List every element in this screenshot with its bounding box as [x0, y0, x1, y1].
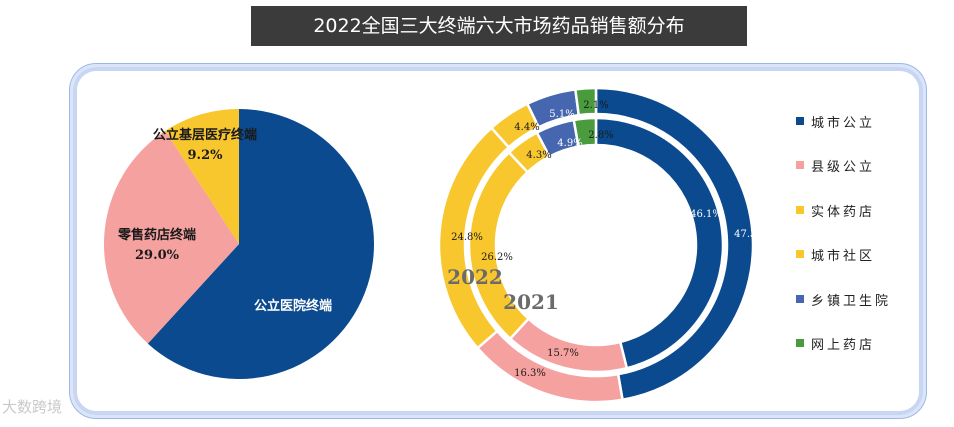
donut-2022-label-1: 16.3%: [514, 368, 546, 379]
pie-slice-2: [165, 109, 239, 244]
legend-swatch: [796, 206, 804, 214]
pie-value-1: 29.0%: [135, 248, 180, 263]
donut-2021-label-1: 15.7%: [547, 348, 579, 359]
legend-label: 乡镇卫生院: [811, 293, 892, 309]
legend-swatch: [796, 161, 804, 169]
legend-label: 城市社区: [811, 248, 876, 264]
legend-swatch: [796, 117, 804, 125]
donut-2022-label-4: 5.1%: [549, 109, 574, 120]
donut-2022-label-2: 24.8%: [451, 232, 483, 243]
donut-2022-label-5: 2.1%: [583, 100, 608, 111]
legend-item: 网上药店: [796, 334, 876, 353]
ring-label-2022: 2022: [447, 265, 503, 289]
pie-label-0: 公立医院终端: [254, 298, 332, 314]
donut-2022-label-3: 4.4%: [514, 122, 539, 133]
legend-label: 县级公立: [811, 159, 876, 175]
donut-2021-label-0: 46.1%: [690, 209, 722, 220]
legend-label: 网上药店: [811, 337, 876, 353]
donut-2021-segment-5: [572, 116, 598, 148]
donut-2021-label-3: 4.3%: [526, 150, 551, 161]
legend-item: 城市社区: [796, 245, 876, 264]
legend-item: 实体药店: [796, 201, 876, 220]
ring-label-2021: 2021: [503, 290, 559, 314]
donut-2021-label-4: 4.9%: [557, 138, 582, 149]
legend-swatch: [796, 250, 804, 258]
watermark: 大数跨境: [2, 398, 63, 416]
donut-2021-label-2: 26.2%: [481, 252, 513, 263]
donut-2022-segment-5: [573, 86, 598, 117]
donut-2021-label-5: 2.8%: [588, 130, 613, 141]
legend-label: 实体药店: [811, 204, 876, 220]
pie-label-2: 公立基层医疗终端: [153, 127, 257, 143]
legend-swatch: [796, 295, 804, 303]
donut-2022-label-0: 47.3%: [734, 229, 766, 240]
legend-item: 县级公立: [796, 156, 876, 175]
pie-value-2: 9.2%: [188, 148, 224, 163]
legend-item: 城市公立: [796, 112, 876, 131]
pie-label-1: 零售药店终端: [117, 227, 196, 243]
pie-slice-1: [104, 130, 240, 344]
legend-label: 城市公立: [811, 115, 876, 131]
donut-2021-segment-0: [594, 116, 725, 370]
pie-slice-0: [147, 109, 374, 379]
legend-swatch: [796, 339, 804, 347]
chart-title: 2022全国三大终端六大市场药品销售额分布: [251, 6, 747, 46]
legend-item: 乡镇卫生院: [796, 290, 892, 309]
